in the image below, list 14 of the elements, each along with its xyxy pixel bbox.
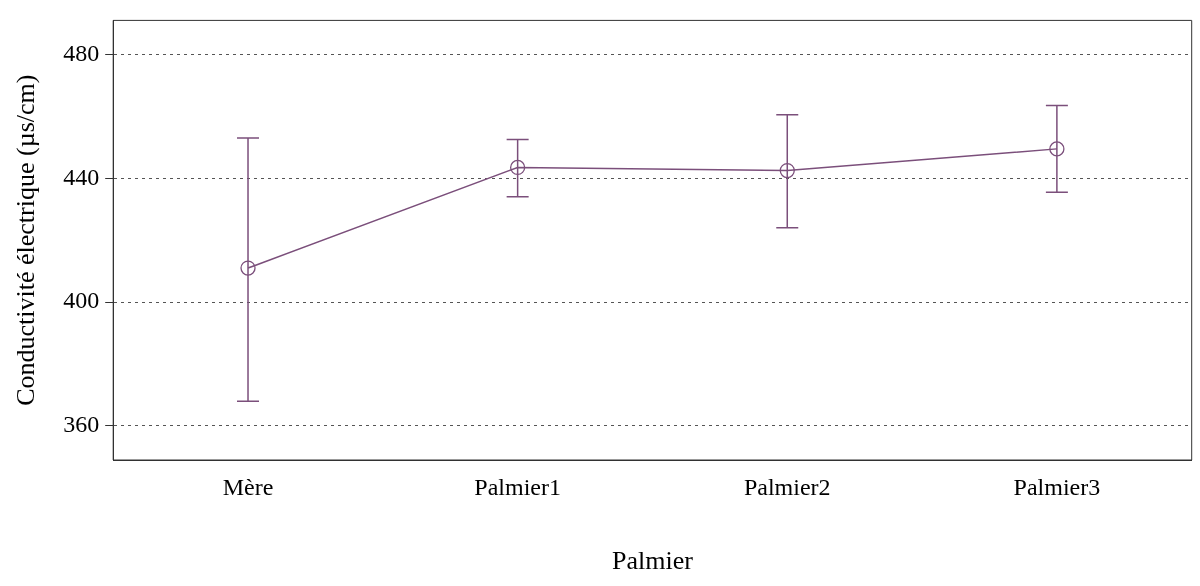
y-tick-label: 400: [63, 287, 100, 314]
x-tick-label: Palmier2: [743, 473, 831, 500]
y-tick-label: 480: [63, 39, 100, 66]
y-tick-label: 440: [63, 163, 100, 190]
x-tick-label: Palmier3: [1013, 473, 1101, 500]
x-axis-title: Palmier: [612, 546, 694, 576]
point: [509, 159, 526, 176]
x-tick-label: Palmier1: [474, 473, 561, 500]
y-tick-label: 360: [63, 411, 100, 438]
y-axis-title: Conductivité électrique (µs/cm): [11, 74, 41, 406]
point: [779, 162, 795, 179]
x-tick-label: Mère: [222, 473, 274, 500]
point: [240, 260, 256, 276]
point: [1049, 141, 1065, 157]
